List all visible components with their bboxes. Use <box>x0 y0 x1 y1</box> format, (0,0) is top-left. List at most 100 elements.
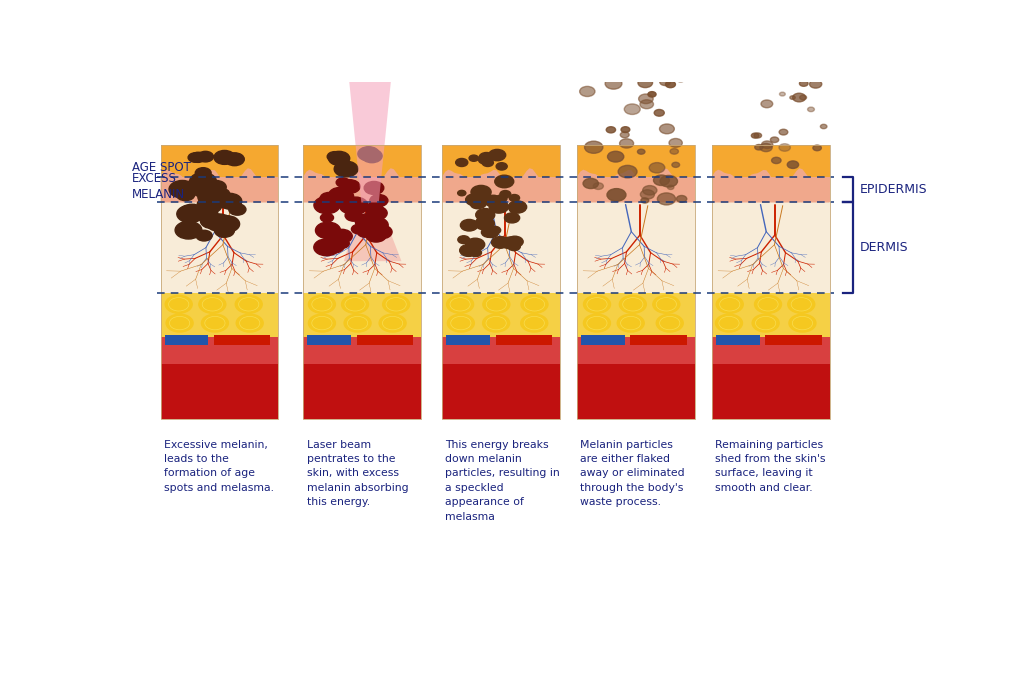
Circle shape <box>458 191 466 196</box>
Circle shape <box>327 192 350 208</box>
Circle shape <box>334 161 358 177</box>
Circle shape <box>813 145 821 151</box>
Circle shape <box>487 197 500 205</box>
Circle shape <box>333 190 353 204</box>
Circle shape <box>475 217 495 230</box>
Polygon shape <box>578 167 694 202</box>
Circle shape <box>315 222 340 238</box>
Circle shape <box>643 186 657 195</box>
Polygon shape <box>161 364 278 419</box>
Circle shape <box>779 129 787 135</box>
Polygon shape <box>712 202 829 293</box>
Circle shape <box>196 168 211 178</box>
Circle shape <box>460 245 478 256</box>
Circle shape <box>621 132 629 138</box>
Circle shape <box>800 81 808 86</box>
Polygon shape <box>161 145 278 176</box>
Circle shape <box>308 295 336 313</box>
Circle shape <box>165 295 193 313</box>
Circle shape <box>469 155 478 161</box>
Circle shape <box>217 219 231 228</box>
Bar <box>356 335 413 345</box>
Circle shape <box>461 219 478 231</box>
Circle shape <box>202 314 228 332</box>
Polygon shape <box>161 293 278 337</box>
Circle shape <box>365 217 388 233</box>
Circle shape <box>585 141 603 153</box>
Circle shape <box>308 314 336 332</box>
Circle shape <box>666 81 676 87</box>
Circle shape <box>458 236 470 244</box>
Polygon shape <box>442 176 560 202</box>
Text: Laser beam
pentrates to the
skin, with excess
melanin absorbing
this energy.: Laser beam pentrates to the skin, with e… <box>306 440 409 507</box>
Text: Remaining particles
shed from the skin's
surface, leaving it
smooth and clear.: Remaining particles shed from the skin's… <box>716 440 825 492</box>
Circle shape <box>790 96 796 99</box>
Polygon shape <box>712 293 829 337</box>
Circle shape <box>370 195 388 206</box>
Circle shape <box>493 152 501 157</box>
Circle shape <box>497 195 507 202</box>
Circle shape <box>335 238 349 249</box>
Circle shape <box>507 236 523 247</box>
Circle shape <box>648 92 656 97</box>
Circle shape <box>379 314 407 332</box>
Circle shape <box>357 227 373 237</box>
Circle shape <box>788 314 816 332</box>
Circle shape <box>672 163 680 167</box>
Circle shape <box>654 109 665 116</box>
Polygon shape <box>303 176 421 202</box>
Circle shape <box>509 195 519 201</box>
Circle shape <box>175 221 202 239</box>
Circle shape <box>605 78 622 89</box>
Circle shape <box>621 127 630 133</box>
Circle shape <box>321 237 345 253</box>
Circle shape <box>456 158 468 167</box>
Circle shape <box>202 199 221 212</box>
Circle shape <box>372 225 392 238</box>
Circle shape <box>479 152 494 162</box>
Circle shape <box>446 295 473 313</box>
Circle shape <box>810 80 822 88</box>
Circle shape <box>638 149 645 154</box>
Circle shape <box>228 204 246 215</box>
Polygon shape <box>303 364 421 419</box>
Circle shape <box>770 137 778 143</box>
Circle shape <box>584 295 610 313</box>
Bar <box>582 335 625 345</box>
Polygon shape <box>578 337 694 364</box>
Circle shape <box>340 198 364 214</box>
Circle shape <box>196 230 212 241</box>
Circle shape <box>321 193 338 204</box>
Circle shape <box>361 149 382 163</box>
Bar <box>307 335 351 345</box>
Circle shape <box>762 141 773 148</box>
Circle shape <box>500 191 511 197</box>
Circle shape <box>638 78 652 87</box>
Circle shape <box>482 314 510 332</box>
Circle shape <box>383 295 410 313</box>
Circle shape <box>656 314 683 332</box>
Circle shape <box>674 73 687 82</box>
Circle shape <box>669 139 682 148</box>
Circle shape <box>206 180 226 194</box>
Polygon shape <box>161 337 278 364</box>
Circle shape <box>207 195 220 203</box>
Polygon shape <box>712 167 829 202</box>
Circle shape <box>496 163 507 170</box>
Circle shape <box>633 68 645 75</box>
Circle shape <box>787 161 799 169</box>
Circle shape <box>620 139 634 148</box>
Circle shape <box>771 157 781 163</box>
Circle shape <box>447 314 474 332</box>
Circle shape <box>329 152 350 165</box>
Circle shape <box>508 201 526 213</box>
Circle shape <box>332 229 352 243</box>
Text: This energy breaks
down melanin
particles, resulting in
a speckled
appearance of: This energy breaks down melanin particle… <box>445 440 560 522</box>
Circle shape <box>476 208 495 221</box>
Circle shape <box>492 236 509 248</box>
Bar <box>496 335 552 345</box>
Circle shape <box>501 237 518 249</box>
Polygon shape <box>348 72 392 202</box>
Circle shape <box>366 203 383 214</box>
Circle shape <box>659 79 671 85</box>
